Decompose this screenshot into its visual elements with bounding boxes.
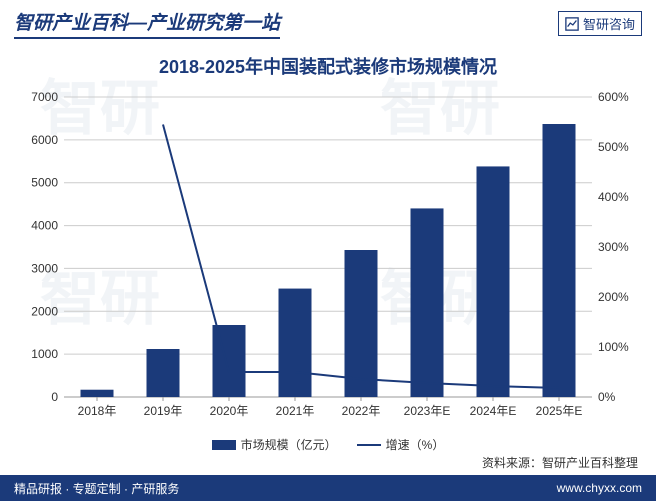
svg-text:100%: 100%	[598, 340, 629, 354]
svg-text:2000: 2000	[31, 304, 58, 318]
footer: 精品研报 · 专题定制 · 产研服务 www.chyxx.com	[0, 475, 656, 501]
svg-text:5000: 5000	[31, 176, 58, 190]
svg-text:400%: 400%	[598, 190, 629, 204]
svg-text:200%: 200%	[598, 290, 629, 304]
legend-line-swatch	[357, 444, 381, 446]
chart-icon	[565, 17, 579, 31]
svg-text:6000: 6000	[31, 133, 58, 147]
source-text: 资料来源：智研产业百科整理	[482, 454, 638, 471]
legend-line-item: 增速（%）	[357, 436, 445, 453]
svg-text:2025年E: 2025年E	[536, 404, 583, 418]
svg-text:2023年E: 2023年E	[404, 404, 451, 418]
svg-text:2021年: 2021年	[276, 404, 315, 418]
brand-text: 智研咨询	[583, 14, 635, 33]
header-title: 智研产业百科—产业研究第一站	[14, 8, 280, 39]
svg-text:2022年: 2022年	[342, 404, 381, 418]
legend-bar-label: 市场规模（亿元）	[241, 436, 337, 453]
svg-text:2019年: 2019年	[144, 404, 183, 418]
svg-text:7000: 7000	[31, 90, 58, 104]
legend: 市场规模（亿元） 增速（%）	[14, 436, 642, 453]
chart-svg: 0 1000 2000 3000 4000 5000 6000 7000 0% 100% 200% 3…	[14, 87, 642, 427]
chart-area: 0 1000 2000 3000 4000 5000 6000 7000 0% 100% 200% 3…	[14, 87, 642, 457]
svg-text:0: 0	[51, 390, 58, 404]
svg-text:1000: 1000	[31, 347, 58, 361]
svg-text:2018年: 2018年	[78, 404, 117, 418]
svg-text:2020年: 2020年	[210, 404, 249, 418]
svg-text:300%: 300%	[598, 240, 629, 254]
chart-title: 2018-2025年中国装配式装修市场规模情况	[0, 53, 656, 79]
footer-right: www.chyxx.com	[557, 481, 642, 495]
legend-line-label: 增速（%）	[386, 436, 445, 453]
svg-text:600%: 600%	[598, 90, 629, 104]
footer-left: 精品研报 · 专题定制 · 产研服务	[14, 480, 179, 497]
svg-text:0%: 0%	[598, 390, 616, 404]
legend-bar-swatch	[212, 440, 236, 450]
header: 智研产业百科—产业研究第一站 智研咨询	[0, 0, 656, 45]
legend-bar-item: 市场规模（亿元）	[212, 436, 337, 453]
svg-text:500%: 500%	[598, 140, 629, 154]
svg-text:3000: 3000	[31, 261, 58, 275]
svg-text:2024年E: 2024年E	[470, 404, 517, 418]
brand-badge: 智研咨询	[558, 11, 642, 36]
svg-text:4000: 4000	[31, 219, 58, 233]
